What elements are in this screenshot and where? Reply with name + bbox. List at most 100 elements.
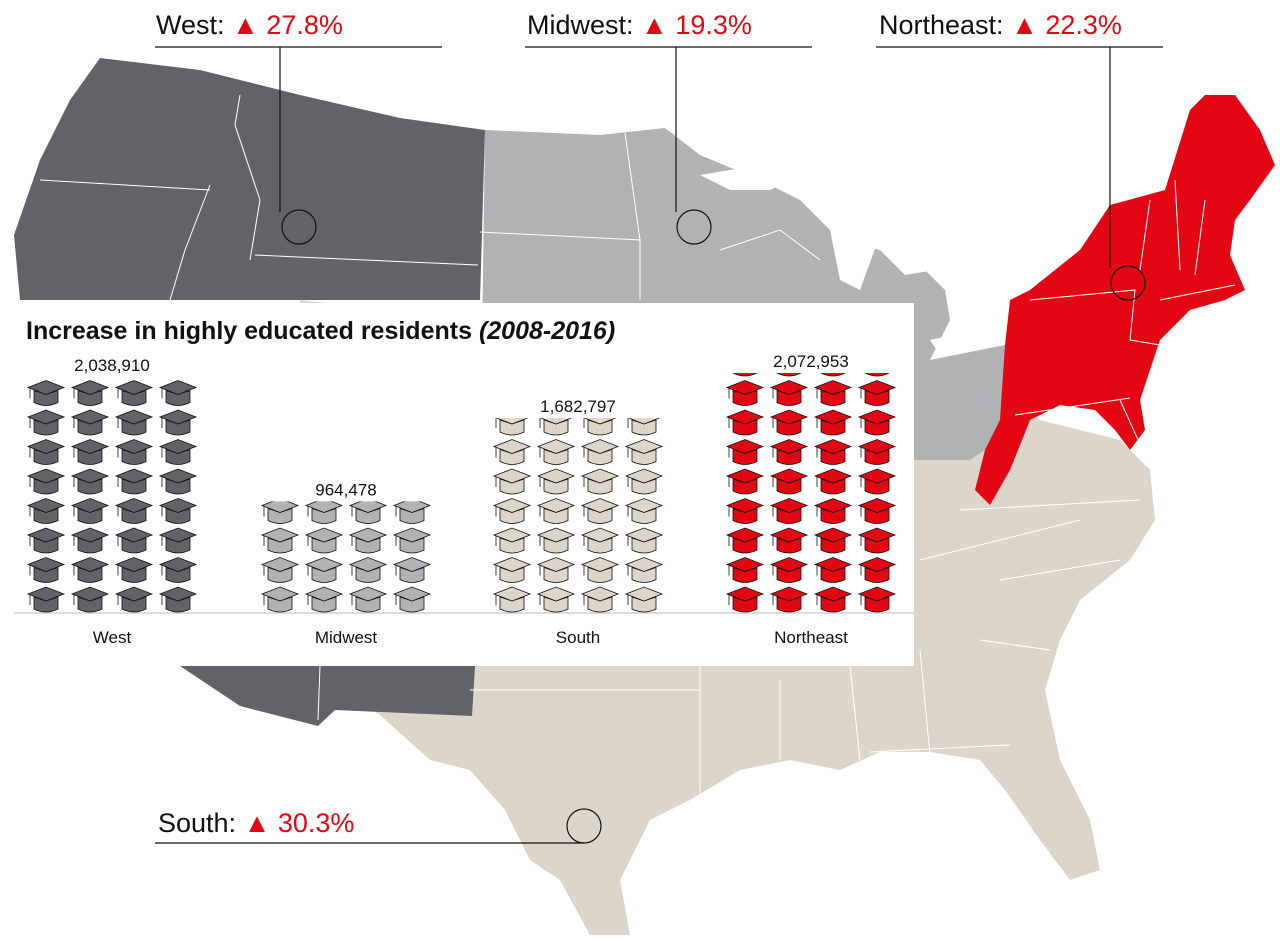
up-arrow-icon: ▲ xyxy=(1011,10,1038,40)
graduation-cap-icon xyxy=(857,439,897,465)
graduation-cap-icon xyxy=(492,586,532,613)
graduation-cap-icon xyxy=(494,381,530,406)
graduation-cap-icon xyxy=(580,498,620,524)
graduation-cap-icon xyxy=(769,439,809,465)
graduation-cap-icon xyxy=(725,557,765,583)
graduation-cap-icon xyxy=(114,557,154,583)
graduation-cap-icon xyxy=(158,439,198,465)
chart-title-years: (2008-2016) xyxy=(478,317,616,345)
category-label: West xyxy=(93,628,132,647)
graduation-cap-icon xyxy=(813,557,853,583)
west-region xyxy=(14,58,485,300)
graduation-cap-icon xyxy=(348,501,388,524)
graduation-cap-icon xyxy=(304,586,344,613)
graduation-cap-icon xyxy=(769,527,809,554)
callout-northeast-pct: 22.3% xyxy=(1045,10,1122,40)
graduation-cap-icon xyxy=(260,557,300,583)
west-region-south xyxy=(180,666,475,726)
pictograph-chart: 2,038,910 West 964,478 Midwest 1,682,797 Sout… xyxy=(14,322,914,647)
graduation-cap-icon xyxy=(857,468,897,495)
graduation-cap-icon xyxy=(769,468,809,495)
graduation-cap-icon xyxy=(776,373,802,377)
graduation-cap-icon xyxy=(769,557,809,583)
graduation-cap-icon xyxy=(70,498,110,524)
graduation-cap-icon xyxy=(394,469,430,494)
graduation-cap-icon xyxy=(114,380,154,406)
graduation-cap-icon xyxy=(26,439,66,465)
chart-panel: Increase in highly educated residents (2… xyxy=(14,303,914,666)
graduation-cap-icon xyxy=(580,439,620,465)
graduation-cap-icon xyxy=(813,439,853,465)
value-label: 1,682,797 xyxy=(540,397,616,416)
graduation-cap-icon xyxy=(580,527,620,554)
graduation-cap-icon xyxy=(769,409,809,436)
graduation-cap-icon xyxy=(348,586,388,613)
graduation-cap-icon xyxy=(815,322,851,347)
graduation-cap-icon xyxy=(158,380,198,406)
graduation-cap-icon xyxy=(114,498,154,524)
graduation-cap-icon xyxy=(260,501,300,524)
graduation-cap-icon xyxy=(70,409,110,436)
graduation-cap-icon xyxy=(769,498,809,524)
graduation-cap-icon xyxy=(536,498,576,524)
graduation-cap-icon xyxy=(580,557,620,583)
callout-northeast: Northeast: ▲ 22.3% xyxy=(879,10,1122,41)
graduation-cap-icon xyxy=(495,418,529,436)
graduation-cap-icon xyxy=(725,380,765,406)
graduation-cap-icon xyxy=(727,322,763,347)
graduation-cap-icon xyxy=(26,498,66,524)
graduation-cap-icon xyxy=(114,409,154,436)
graduation-cap-icon xyxy=(813,527,853,554)
state-borders xyxy=(39,94,1236,820)
chart-title-text: Increase in highly educated residents xyxy=(26,317,472,345)
graduation-cap-icon xyxy=(624,468,664,495)
graduation-cap-icon xyxy=(158,498,198,524)
pictograph-bar-south xyxy=(492,381,664,613)
graduation-cap-icon xyxy=(260,586,300,613)
graduation-cap-icon xyxy=(492,498,532,524)
graduation-cap-icon xyxy=(771,322,807,347)
graduation-cap-icon xyxy=(813,409,853,436)
graduation-cap-icon xyxy=(624,557,664,583)
graduation-cap-icon xyxy=(70,439,110,465)
graduation-cap-icon xyxy=(725,586,765,613)
graduation-cap-icon xyxy=(114,586,154,613)
graduation-cap-icon xyxy=(536,468,576,495)
graduation-cap-icon xyxy=(539,418,573,436)
graduation-cap-icon xyxy=(392,557,432,583)
graduation-cap-icon xyxy=(813,586,853,613)
graduation-cap-icon xyxy=(725,498,765,524)
graduation-cap-icon xyxy=(813,468,853,495)
up-arrow-icon: ▲ xyxy=(641,10,668,40)
graduation-cap-icon xyxy=(580,586,620,613)
graduation-cap-icon xyxy=(28,351,64,376)
graduation-cap-icon xyxy=(857,586,897,613)
graduation-cap-icon xyxy=(70,557,110,583)
graduation-cap-icon xyxy=(624,439,664,465)
up-arrow-icon: ▲ xyxy=(243,808,271,838)
category-label: Midwest xyxy=(315,628,378,647)
graduation-cap-icon xyxy=(158,557,198,583)
graduation-cap-icon xyxy=(813,380,853,406)
graduation-cap-icon xyxy=(260,527,300,554)
graduation-cap-icon xyxy=(160,322,196,347)
pictograph-bar-west xyxy=(26,322,198,613)
category-label: Northeast xyxy=(774,628,848,647)
graduation-cap-icon xyxy=(864,373,890,377)
graduation-cap-icon xyxy=(813,498,853,524)
graduation-cap-icon xyxy=(26,468,66,495)
callout-midwest: Midwest: ▲ 19.3% xyxy=(527,10,752,41)
callout-west-label: West: xyxy=(156,10,225,40)
graduation-cap-icon xyxy=(492,439,532,465)
graduation-cap-icon xyxy=(859,322,895,347)
graduation-cap-icon xyxy=(70,586,110,613)
graduation-cap-icon xyxy=(348,527,388,554)
graduation-cap-icon xyxy=(725,468,765,495)
graduation-cap-icon xyxy=(624,586,664,613)
graduation-cap-icon xyxy=(769,380,809,406)
great-lakes xyxy=(700,165,990,355)
value-label: 2,038,910 xyxy=(74,356,150,375)
graduation-cap-icon xyxy=(70,380,110,406)
callout-south-pct: 30.3% xyxy=(277,808,355,838)
pictograph-bar-midwest xyxy=(260,469,432,613)
